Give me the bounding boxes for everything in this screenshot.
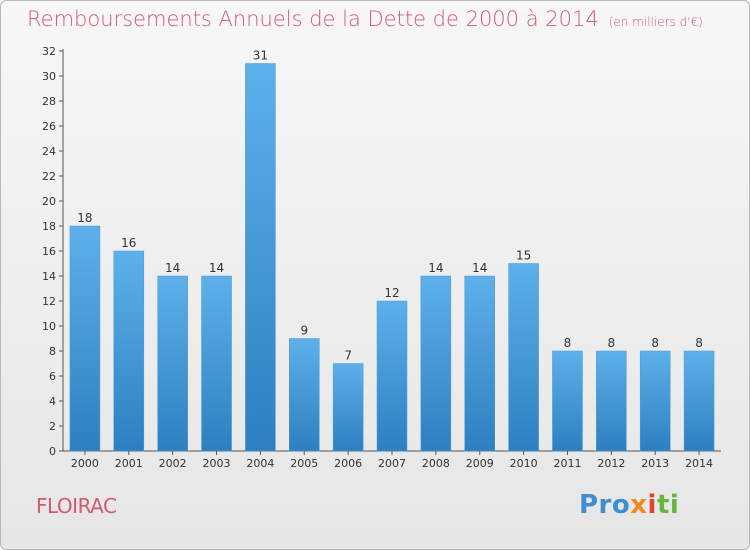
bar-value-label: 7 (344, 349, 352, 363)
x-tick-label: 2005 (290, 457, 318, 470)
bar (69, 225, 101, 452)
x-tick-label: 2011 (553, 457, 581, 470)
bar-value-label: 16 (121, 236, 136, 250)
bar (245, 63, 276, 452)
bar-value-label: 9 (300, 324, 308, 338)
y-tick-label: 24 (42, 145, 56, 158)
y-tick-label: 10 (42, 320, 56, 333)
x-tick-label: 2013 (641, 457, 669, 470)
x-tick-label: 2009 (466, 457, 494, 470)
y-tick-label: 14 (42, 270, 56, 283)
bar-value-label: 14 (428, 261, 443, 275)
y-tick-label: 6 (49, 370, 56, 383)
x-tick-label: 2014 (685, 457, 713, 470)
y-tick-label: 0 (49, 445, 56, 458)
bar-value-label: 8 (564, 336, 572, 350)
bar-value-label: 14 (165, 261, 180, 275)
y-tick-label: 16 (42, 245, 56, 258)
chart-subtitle: (en milliers d'€) (608, 15, 703, 29)
y-tick-label: 4 (49, 395, 56, 408)
bar (420, 275, 452, 452)
x-tick-label: 2008 (422, 457, 450, 470)
bar (683, 350, 715, 452)
proxiti-logo[interactable]: Proxiti (579, 490, 679, 520)
x-tick-label: 2001 (115, 457, 143, 470)
bar (332, 363, 364, 452)
y-tick-label: 22 (42, 170, 56, 183)
bar-value-label: 8 (608, 336, 616, 350)
logo-part-2: x (630, 490, 648, 520)
x-tick-label: 2007 (378, 457, 406, 470)
logo-part-3: i (647, 490, 657, 520)
y-tick-label: 12 (42, 295, 56, 308)
bar (289, 338, 320, 452)
y-tick-label: 18 (42, 220, 56, 233)
y-tick-label: 26 (42, 120, 56, 133)
bar (201, 275, 232, 452)
bar (596, 350, 627, 452)
bar-value-label: 15 (516, 249, 531, 263)
bar (376, 300, 408, 452)
x-tick-label: 2003 (203, 457, 231, 470)
y-tick-label: 8 (49, 345, 56, 358)
chart-title: Remboursements Annuels de la Dette de 20… (27, 7, 703, 31)
bar (552, 350, 583, 452)
x-tick-label: 2000 (71, 457, 99, 470)
bar (508, 263, 539, 452)
x-tick-label: 2004 (246, 457, 274, 470)
y-tick-label: 30 (42, 70, 56, 83)
bar-value-label: 31 (253, 49, 268, 63)
x-tick-label: 2012 (597, 457, 625, 470)
town-name: FLOIRAC (36, 494, 117, 518)
x-tick-label: 2010 (510, 457, 538, 470)
bar-value-label: 8 (695, 336, 703, 350)
y-tick-label: 20 (42, 195, 56, 208)
x-tick-label: 2002 (159, 457, 187, 470)
bar-value-label: 12 (384, 286, 399, 300)
logo-part-4: ti (656, 490, 680, 520)
bar-value-label: 14 (209, 261, 224, 275)
bar (157, 275, 188, 452)
y-tick-label: 2 (49, 420, 56, 433)
bar-value-label: 18 (77, 211, 92, 225)
bar-value-label: 8 (651, 336, 659, 350)
y-tick-label: 32 (42, 45, 56, 58)
logo-part-1: Pro (579, 490, 631, 520)
chart-title-text: Remboursements Annuels de la Dette de 20… (27, 7, 599, 31)
y-tick-label: 28 (42, 95, 56, 108)
bar (639, 350, 671, 452)
x-tick-label: 2006 (334, 457, 362, 470)
bar (464, 275, 495, 452)
bar-value-label: 14 (472, 261, 487, 275)
bar (113, 250, 145, 452)
